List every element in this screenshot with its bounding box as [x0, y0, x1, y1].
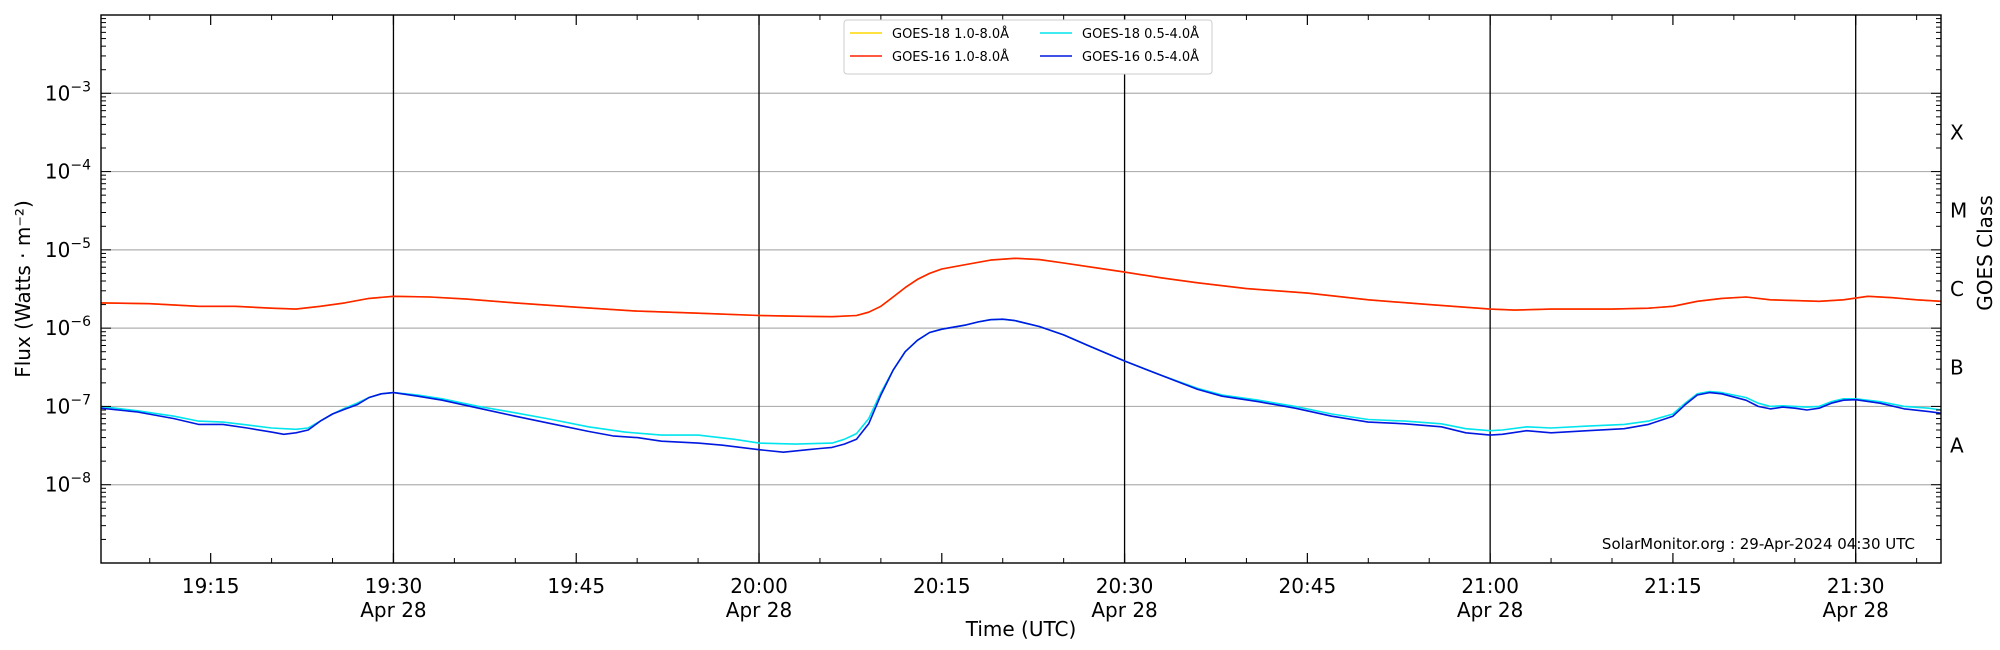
legend-entry-label: GOES-16 0.5-4.0Å: [1082, 49, 1199, 65]
x-axis-title: Time (UTC): [965, 617, 1077, 641]
goes-class-label: C: [1950, 277, 1964, 301]
legend-box: [843, 19, 1213, 75]
x-tick-date-label: Apr 28: [360, 598, 426, 622]
goes-class-label: A: [1950, 434, 1964, 458]
goes-class-label: M: [1950, 199, 1967, 223]
legend: GOES-18 1.0-8.0Å GOES-18 0.5-4.0Å GOES-16 …: [843, 19, 1213, 75]
y-tick-label: 10−5: [45, 236, 91, 262]
legend-entry-label: GOES-16 1.0-8.0Å: [892, 49, 1009, 65]
series-line-1: [100, 257, 1942, 318]
source-annotation: SolarMonitor.org : 29-Apr-2024 04:30 UTC: [1602, 535, 1915, 553]
x-tick-date-label: Apr 28: [726, 598, 792, 622]
y-tick-label: 10−3: [45, 79, 91, 105]
y-axis-right-title: GOES Class: [1973, 195, 1997, 311]
x-tick-label: 21:15: [1644, 574, 1702, 598]
y-tick-label: 10−4: [45, 158, 91, 184]
series-line-0: [100, 257, 1942, 318]
x-tick-label: 19:30: [365, 574, 423, 598]
x-tick-label: 19:45: [547, 574, 605, 598]
y-tick-label: 10−7: [45, 392, 91, 418]
series-line-2: [100, 318, 1942, 445]
series-line-3: [100, 318, 1942, 453]
grid-layer: [101, 15, 1941, 563]
x-tick-label: 21:30: [1827, 574, 1885, 598]
x-tick-label: 20:30: [1096, 574, 1154, 598]
y-axis-title: Flux (Watts · m⁻²): [11, 200, 35, 378]
legend-entry-label: GOES-18 0.5-4.0Å: [1082, 26, 1199, 42]
legend-entry-label: GOES-18 1.0-8.0Å: [892, 26, 1009, 42]
plot-frame: [100, 14, 1942, 564]
x-tick-date-label: Apr 28: [1091, 598, 1157, 622]
x-tick-label: 20:45: [1279, 574, 1337, 598]
goes-class-label: X: [1950, 120, 1964, 144]
goes-class-label: B: [1950, 355, 1964, 379]
x-tick-label: 21:00: [1461, 574, 1519, 598]
y-tick-label: 10−6: [45, 314, 91, 340]
x-tick-label: 20:00: [730, 574, 788, 598]
y-tick-label: 10−8: [45, 471, 91, 497]
x-tick-date-label: Apr 28: [1457, 598, 1523, 622]
x-tick-label: 19:15: [182, 574, 240, 598]
x-tick-label: 20:15: [913, 574, 971, 598]
series-layer: [100, 257, 1942, 453]
x-tick-date-label: Apr 28: [1822, 598, 1888, 622]
